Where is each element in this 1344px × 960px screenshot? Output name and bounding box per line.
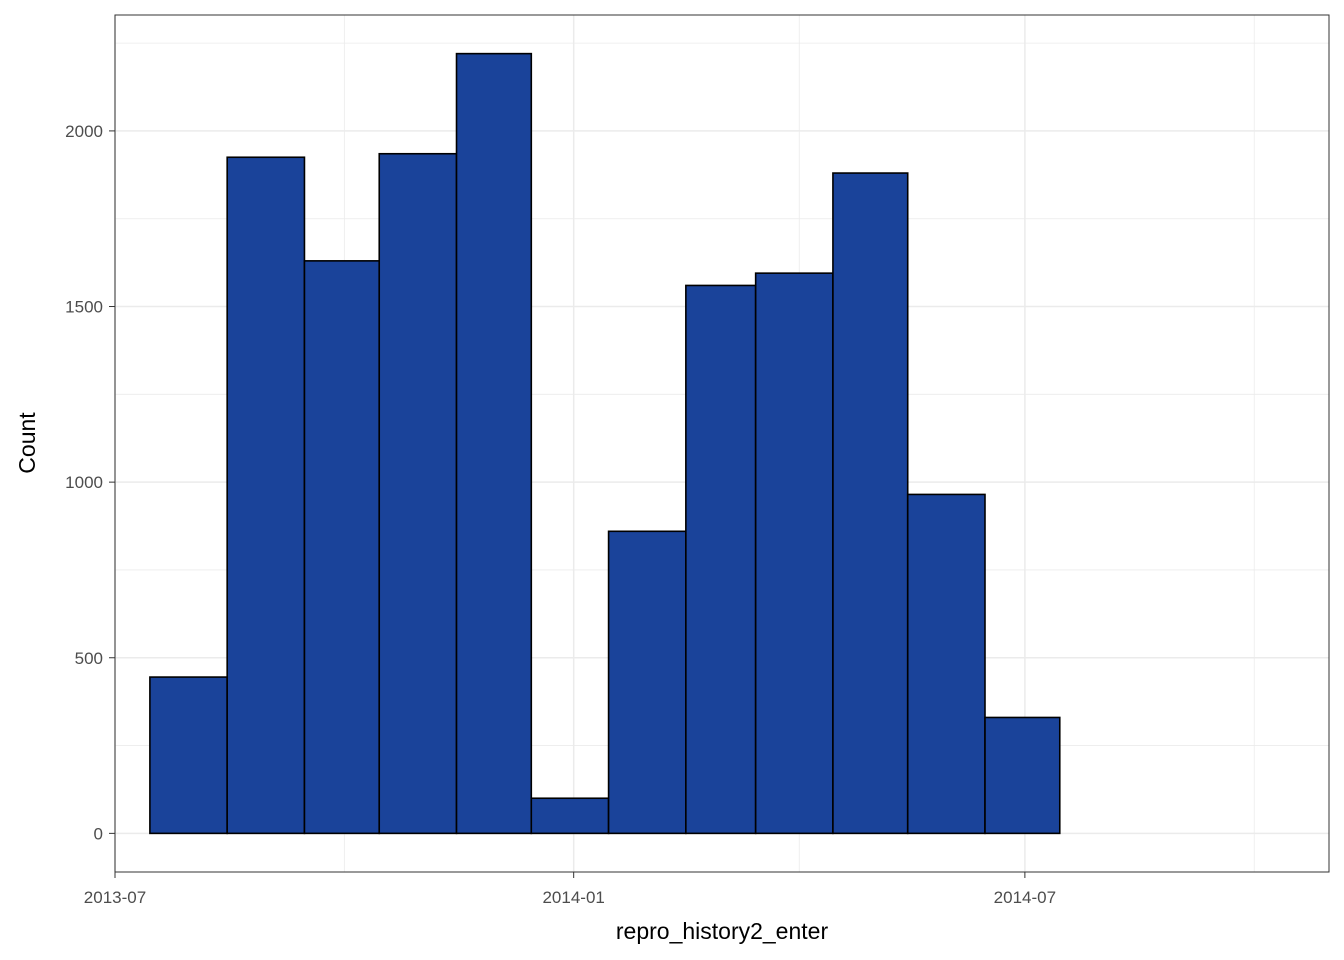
y-tick-label: 1500: [65, 298, 103, 317]
x-tick-label: 2013-07: [84, 888, 146, 907]
histogram-bar: [754, 272, 834, 835]
histogram-bar: [984, 716, 1061, 835]
y-tick-label: 2000: [65, 122, 103, 141]
histogram-bar: [378, 152, 458, 835]
x-axis-title: repro_history2_enter: [616, 918, 829, 944]
histogram-bar: [303, 260, 381, 835]
histogram-bar: [607, 530, 687, 835]
histogram-bar: [906, 493, 986, 835]
y-axis-ticks: 0 500 1000 1500 2000: [65, 122, 115, 843]
y-tick-label: 0: [94, 824, 103, 843]
y-tick-label: 500: [75, 649, 103, 668]
histogram-bar: [149, 676, 228, 835]
x-tick-label: 2014-07: [994, 888, 1056, 907]
y-tick-label: 1000: [65, 473, 103, 492]
histogram-bar: [530, 797, 610, 835]
y-axis-title: Count: [14, 412, 40, 474]
histogram-bar: [226, 156, 306, 835]
x-axis-ticks: 2013-07 2014-01 2014-07: [84, 872, 1056, 907]
bars: [149, 52, 1061, 835]
x-tick-label: 2014-01: [542, 888, 604, 907]
histogram-bar: [832, 172, 909, 835]
histogram-bar: [685, 284, 757, 835]
histogram-bar: [455, 52, 533, 835]
panel-border: [114, 14, 1330, 873]
